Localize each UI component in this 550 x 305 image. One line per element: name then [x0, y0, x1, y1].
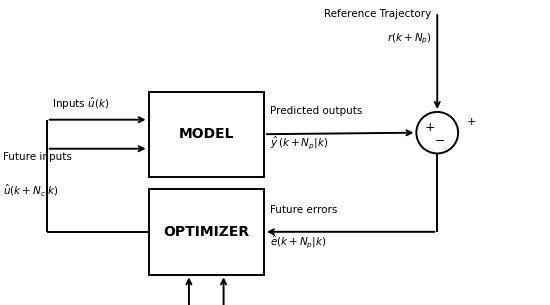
Text: OPTIMIZER: OPTIMIZER [163, 225, 249, 239]
Text: $r(k + N_p)$: $r(k + N_p)$ [387, 32, 432, 46]
Text: $\hat{e}(k + N_p|k)$: $\hat{e}(k + N_p|k)$ [270, 233, 326, 250]
Text: Predicted outputs: Predicted outputs [270, 106, 362, 116]
Text: Future errors: Future errors [270, 205, 337, 215]
Text: $\hat{y}\,(k + N_p|k)$: $\hat{y}\,(k + N_p|k)$ [270, 134, 328, 151]
Bar [148, 92, 264, 177]
Text: +: + [425, 121, 435, 134]
Bar [148, 189, 264, 274]
Ellipse shape [416, 112, 458, 153]
Text: MODEL: MODEL [179, 127, 234, 141]
Text: Inputs $\hat{u}(k)$: Inputs $\hat{u}(k)$ [52, 96, 109, 112]
Text: +: + [467, 117, 477, 127]
Text: Future inputs: Future inputs [3, 152, 72, 162]
Text: $-$: $-$ [434, 133, 445, 146]
Text: $\hat{u}(k + N_c|k)$: $\hat{u}(k + N_c|k)$ [3, 182, 59, 199]
Text: Reference Trajectory: Reference Trajectory [324, 9, 432, 19]
